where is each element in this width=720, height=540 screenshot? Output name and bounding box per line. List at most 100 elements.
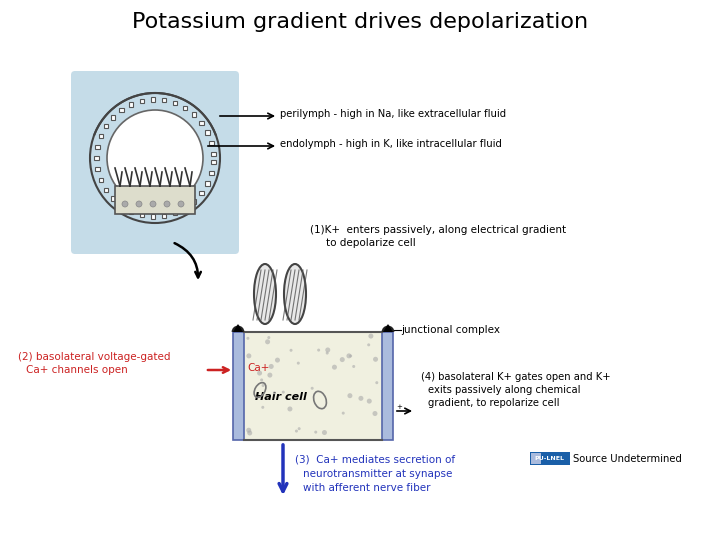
Circle shape (246, 353, 251, 359)
Circle shape (136, 201, 142, 207)
Bar (99, 134, 103, 138)
Bar (192, 199, 197, 204)
Circle shape (340, 357, 345, 362)
Circle shape (150, 201, 156, 207)
Text: neurotransmitter at synapse: neurotransmitter at synapse (303, 469, 452, 479)
Circle shape (282, 390, 285, 394)
Bar (129, 102, 133, 107)
Circle shape (246, 337, 249, 340)
Circle shape (107, 110, 203, 206)
Circle shape (325, 352, 329, 355)
Bar (95, 167, 100, 171)
Text: Potassium gradient drives depolarization: Potassium gradient drives depolarization (132, 12, 588, 32)
Text: to depolarize cell: to depolarize cell (326, 238, 415, 248)
Bar (162, 213, 166, 218)
Text: +: + (396, 404, 402, 410)
Polygon shape (383, 324, 393, 332)
Bar (150, 97, 156, 102)
Circle shape (260, 379, 263, 381)
Circle shape (349, 354, 352, 357)
Bar (210, 171, 214, 176)
Circle shape (325, 347, 330, 353)
Text: Ca+ channels open: Ca+ channels open (26, 365, 127, 375)
Bar (173, 211, 177, 215)
Bar (210, 140, 214, 145)
Bar (183, 206, 187, 211)
Circle shape (342, 411, 345, 415)
Circle shape (257, 370, 262, 376)
Circle shape (314, 430, 318, 434)
Bar (173, 101, 177, 105)
Text: perilymph - high in Na, like extracellular fluid: perilymph - high in Na, like extracellul… (280, 109, 506, 119)
Circle shape (164, 201, 170, 207)
Bar (244, 332, 382, 440)
Circle shape (332, 364, 337, 370)
Bar (211, 152, 215, 156)
Circle shape (269, 364, 274, 369)
Text: with afferent nerve fiber: with afferent nerve fiber (303, 483, 431, 493)
Text: exits passively along chemical: exits passively along chemical (428, 385, 580, 395)
Bar (94, 156, 99, 160)
Circle shape (373, 357, 378, 362)
Circle shape (322, 430, 327, 435)
Bar (205, 130, 210, 134)
Circle shape (359, 396, 364, 401)
Text: endolymph - high in K, like intracellular fluid: endolymph - high in K, like intracellula… (280, 139, 502, 149)
Text: Source Undetermined: Source Undetermined (573, 454, 682, 464)
Text: (4) basolateral K+ gates open and K+: (4) basolateral K+ gates open and K+ (421, 372, 611, 382)
Bar (120, 204, 124, 208)
Circle shape (261, 406, 264, 409)
FancyBboxPatch shape (71, 71, 239, 254)
Text: Hair cell: Hair cell (255, 392, 307, 402)
Polygon shape (233, 324, 243, 332)
Text: (3)  Ca+ mediates secretion of: (3) Ca+ mediates secretion of (295, 455, 455, 465)
Circle shape (311, 387, 314, 390)
Bar (140, 99, 144, 103)
Circle shape (352, 365, 355, 368)
Bar (115, 186, 195, 214)
Text: PU-LNEL: PU-LNEL (534, 456, 564, 462)
Bar (205, 181, 210, 186)
Circle shape (122, 201, 128, 207)
Bar (199, 120, 204, 125)
Text: (2) basolateral voltage-gated: (2) basolateral voltage-gated (18, 352, 171, 362)
FancyBboxPatch shape (530, 452, 570, 465)
Ellipse shape (254, 264, 276, 324)
Bar (233, 332, 244, 440)
Bar (111, 197, 115, 201)
Text: gradient, to repolarize cell: gradient, to repolarize cell (428, 398, 559, 408)
Bar (104, 187, 108, 192)
Text: junctional complex: junctional complex (401, 325, 500, 335)
Circle shape (246, 428, 251, 433)
Circle shape (369, 334, 374, 339)
Bar (129, 209, 133, 214)
Bar (95, 145, 100, 149)
Circle shape (289, 349, 292, 352)
Ellipse shape (284, 264, 306, 324)
Text: (1)K+  enters passively, along electrical gradient: (1)K+ enters passively, along electrical… (310, 225, 566, 235)
Circle shape (346, 353, 351, 359)
Circle shape (295, 430, 298, 433)
Bar (140, 213, 144, 217)
Circle shape (287, 407, 292, 411)
Circle shape (348, 393, 352, 398)
Circle shape (317, 349, 320, 352)
Circle shape (297, 362, 300, 364)
Bar (192, 112, 197, 117)
Bar (150, 214, 156, 219)
Circle shape (367, 343, 370, 346)
Bar (382, 332, 393, 440)
Text: Ca+: Ca+ (247, 363, 269, 373)
Bar (199, 191, 204, 195)
Circle shape (261, 384, 265, 387)
Bar (111, 115, 115, 120)
Bar (120, 108, 124, 112)
Circle shape (265, 339, 270, 345)
Bar (211, 160, 215, 164)
Circle shape (375, 381, 378, 384)
Circle shape (267, 373, 272, 377)
Circle shape (178, 201, 184, 207)
Circle shape (372, 411, 377, 416)
Bar (99, 178, 103, 182)
Circle shape (366, 399, 372, 403)
